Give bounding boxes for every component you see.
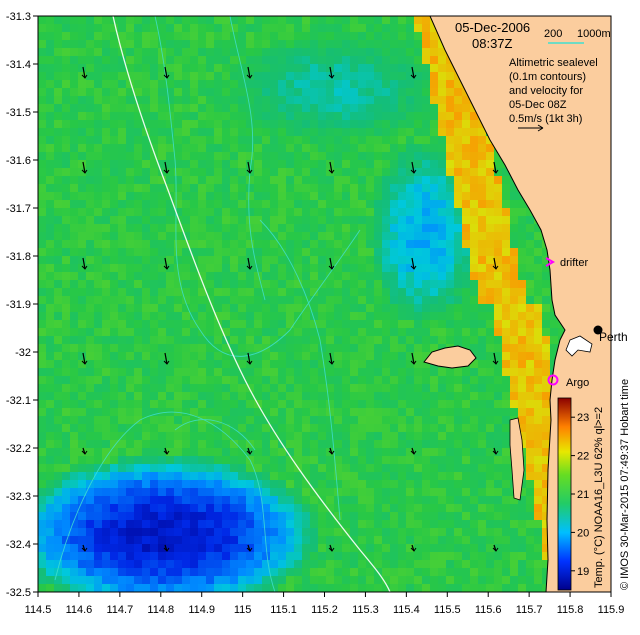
lon-tick-label: 114.6	[66, 604, 93, 616]
lat-tick-label: -31.9	[6, 299, 31, 311]
lon-tick-label: 115.1	[270, 604, 297, 616]
lon-tick-label: 115.4	[393, 604, 420, 616]
colorbar-tick-label: 21	[577, 489, 589, 501]
lon-tick-label: 114.8	[147, 604, 174, 616]
bathy-label-1000: 1000m	[577, 28, 611, 40]
legend-line-1: Altimetric sealevel	[509, 57, 598, 69]
lon-tick-label: 115.2	[311, 604, 338, 616]
lon-tick-label: 115.7	[516, 604, 543, 616]
lat-tick-label: -32.5	[6, 587, 31, 599]
lat-tick-label: -31.7	[6, 203, 31, 215]
drifter-label: drifter	[560, 257, 588, 269]
lon-tick-label: 115.8	[557, 604, 584, 616]
legend-line-4: 05-Dec 08Z	[509, 99, 567, 111]
lon-tick-label: 114.7	[106, 604, 133, 616]
colorbar-tick-label: 22	[577, 451, 589, 463]
lat-tick-label: -31.8	[6, 251, 31, 263]
bathy-label-200: 200	[544, 28, 562, 40]
legend-line-5: 0.5m/s (1kt 3h)	[509, 113, 582, 125]
lon-tick-label: 114.5	[25, 604, 52, 616]
lon-tick-label: 115	[234, 604, 252, 616]
longitude-axis: 114.5 114.6 114.7 114.8 114.9 115 115.1 115.2 11…	[25, 592, 625, 616]
lon-tick-label: 115.5	[434, 604, 461, 616]
lat-tick-label: -32	[15, 347, 31, 359]
colorbar-tick-label: 19	[577, 566, 589, 578]
lat-tick-label: -31.3	[6, 11, 31, 23]
perth-label: Perth	[599, 330, 628, 344]
lat-tick-label: -32.4	[6, 539, 31, 551]
lon-tick-label: 115.9	[598, 604, 625, 616]
latitude-axis: -31.3 -31.4 -31.5 -31.6 -31.7 -31.8 -31.9 -32 -3…	[6, 11, 38, 599]
lat-tick-label: -31.6	[6, 155, 31, 167]
legend-line-3: and velocity for	[509, 85, 583, 97]
lon-tick-label: 115.6	[475, 604, 502, 616]
time-label: 08:37Z	[472, 36, 513, 51]
lat-tick-label: -31.4	[6, 59, 31, 71]
lon-tick-label: 115.3	[352, 604, 379, 616]
lat-tick-label: -32.1	[6, 395, 31, 407]
argo-label: Argo	[566, 377, 589, 389]
lat-tick-label: -32.3	[6, 491, 31, 503]
lon-tick-label: 114.9	[188, 604, 215, 616]
colorbar-tick-label: 23	[577, 412, 589, 424]
credit-text: © IMOS 30-Mar-2015 07:49:37 Hobart time	[619, 379, 631, 590]
lat-tick-label: -32.2	[6, 443, 31, 455]
colorbar-scale	[558, 398, 571, 590]
date-label: 05-Dec-2006	[455, 20, 530, 35]
lat-tick-label: -31.5	[6, 107, 31, 119]
colorbar-caption: Temp. (°C) NOAA16_L3U 62% ql>=2	[593, 407, 605, 588]
colorbar-tick-label: 20	[577, 527, 589, 539]
legend-line-2: (0.1m contours)	[509, 71, 586, 83]
